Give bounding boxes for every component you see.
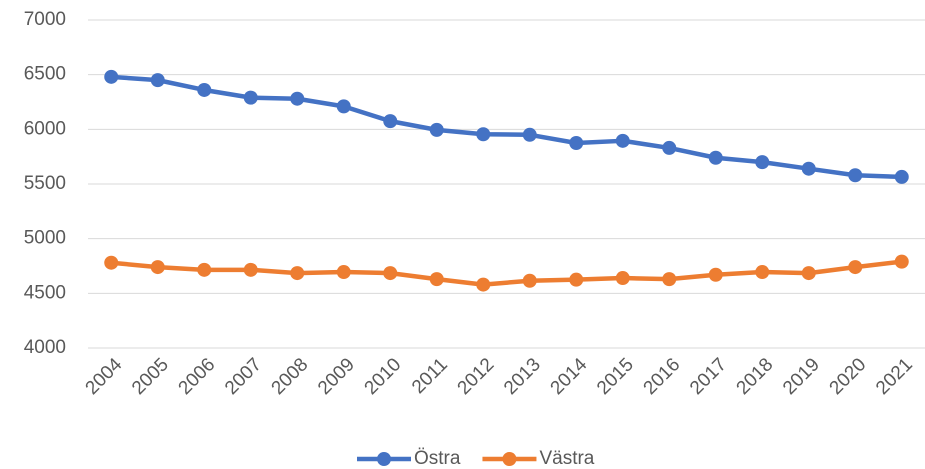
marker — [104, 255, 119, 270]
marker — [336, 265, 351, 280]
marker — [569, 136, 584, 150]
legend-marker — [377, 452, 391, 466]
x-tick-label: 2014 — [547, 354, 592, 399]
x-tick-label: 2015 — [593, 354, 638, 399]
x-tick-label: 2009 — [314, 354, 359, 399]
x-tick-label: 2005 — [128, 354, 173, 399]
marker — [662, 272, 677, 287]
marker — [708, 150, 723, 165]
x-tick-label: 2021 — [872, 354, 917, 399]
marker — [755, 155, 770, 170]
marker — [336, 99, 351, 114]
y-tick-label: 4000 — [24, 337, 66, 358]
marker — [290, 91, 305, 106]
x-tick-label: 2016 — [640, 354, 685, 399]
marker — [894, 254, 909, 269]
marker — [801, 266, 816, 281]
marker — [476, 127, 491, 142]
legend-label: Västra — [539, 448, 594, 469]
marker — [522, 127, 537, 142]
x-tick-label: 2007 — [221, 354, 266, 399]
marker — [429, 122, 444, 137]
x-tick-label: 2020 — [826, 354, 871, 399]
y-tick-label: 5500 — [24, 173, 66, 194]
marker — [848, 260, 863, 275]
marker — [383, 266, 398, 281]
marker — [290, 266, 305, 281]
marker — [801, 161, 816, 176]
y-tick-label: 4500 — [24, 282, 66, 303]
marker — [615, 133, 630, 148]
y-tick-label: 7000 — [24, 9, 66, 30]
marker — [243, 90, 258, 105]
x-tick-label: 2013 — [500, 354, 545, 399]
x-tick-label: 2004 — [82, 354, 127, 399]
x-tick-label: 2018 — [733, 354, 778, 399]
marker — [615, 271, 630, 286]
marker — [569, 272, 584, 287]
x-tick-label: 2012 — [454, 354, 499, 399]
x-tick-label: 2008 — [268, 354, 313, 399]
marker — [243, 262, 258, 277]
marker — [104, 69, 119, 84]
legend-marker — [502, 452, 517, 466]
marker — [150, 260, 165, 275]
y-tick-label: 5000 — [24, 228, 66, 249]
x-tick-label: 2006 — [175, 354, 220, 399]
marker — [708, 267, 723, 282]
marker — [522, 273, 537, 288]
x-tick-label: 2011 — [408, 354, 452, 398]
marker — [429, 272, 444, 287]
marker — [662, 140, 677, 155]
x-tick-label: 2010 — [361, 354, 406, 399]
marker — [150, 73, 165, 88]
series-line — [111, 74, 902, 180]
marker — [848, 168, 863, 183]
x-tick-label: 2019 — [779, 354, 824, 399]
legend-label: Östra — [414, 448, 461, 469]
y-tick-label: 6500 — [24, 64, 66, 85]
marker — [476, 277, 491, 292]
y-tick-label: 6000 — [24, 118, 66, 139]
series-line — [111, 259, 903, 287]
marker — [197, 262, 212, 277]
x-tick-label: 2017 — [686, 354, 731, 399]
marker — [755, 265, 770, 280]
marker — [197, 82, 212, 97]
marker — [894, 169, 909, 184]
marker — [383, 114, 398, 129]
